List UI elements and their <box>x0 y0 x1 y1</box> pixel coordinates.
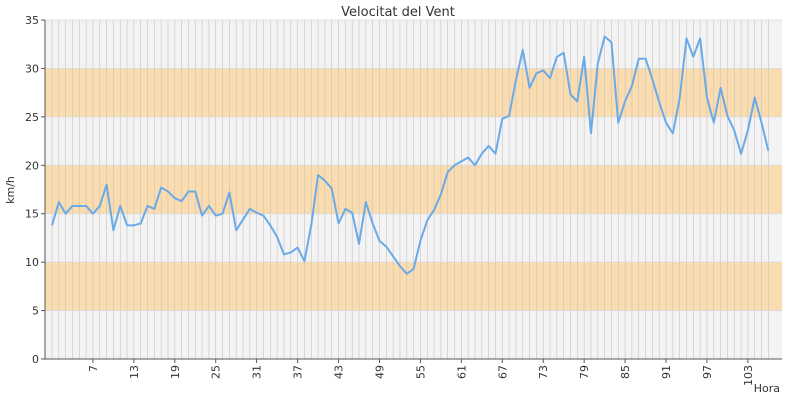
y-axis-label: km/h <box>4 176 17 204</box>
x-tick-label: 37 <box>292 365 305 379</box>
y-tick-label: 15 <box>25 208 39 221</box>
x-tick-label: 85 <box>619 365 632 379</box>
x-tick-label: 25 <box>210 365 223 379</box>
y-tick-label: 30 <box>25 62 39 75</box>
x-tick-label: 103 <box>742 365 755 386</box>
x-tick-label: 73 <box>537 365 550 379</box>
x-tick-label: 13 <box>128 365 141 379</box>
x-tick-label: 49 <box>373 365 386 379</box>
x-tick-label: 67 <box>496 365 509 379</box>
chart-title: Velocitat del Vent <box>341 5 455 20</box>
y-tick-label: 10 <box>25 256 39 269</box>
x-tick-label: 43 <box>333 365 346 379</box>
x-tick-label: 79 <box>578 365 591 379</box>
x-tick-label: 91 <box>660 365 673 379</box>
y-tick-label: 20 <box>25 159 39 172</box>
x-tick-label: 7 <box>87 365 100 372</box>
x-tick-label: 31 <box>251 365 264 379</box>
y-tick-label: 0 <box>32 353 39 366</box>
x-axis-label: Hora <box>754 382 780 395</box>
y-tick-label: 25 <box>25 111 39 124</box>
x-tick-label: 61 <box>455 365 468 379</box>
x-tick-label: 55 <box>414 365 427 379</box>
y-tick-label: 5 <box>32 305 39 318</box>
x-tick-label: 19 <box>169 365 182 379</box>
y-tick-label: 35 <box>25 14 39 27</box>
x-tick-label: 97 <box>701 365 714 379</box>
series-line <box>51 35 770 275</box>
